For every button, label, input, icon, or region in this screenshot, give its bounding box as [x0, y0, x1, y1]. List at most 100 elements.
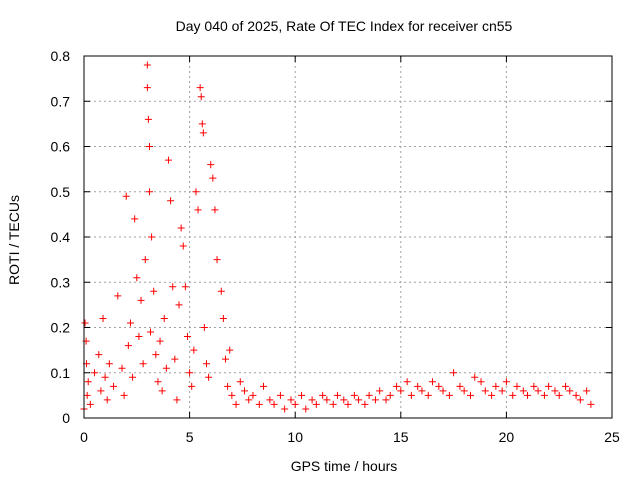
data-point [266, 396, 274, 404]
data-point [207, 161, 215, 169]
data-point [488, 391, 496, 399]
data-point [232, 400, 240, 408]
data-point [249, 391, 257, 399]
data-point [183, 333, 191, 341]
data-point [319, 391, 327, 399]
data-point [197, 93, 205, 101]
data-point [91, 369, 99, 377]
data-point [545, 382, 553, 390]
data-point [196, 84, 204, 92]
data-point [245, 396, 253, 404]
data-point [260, 382, 268, 390]
data-point [312, 400, 320, 408]
data-point [131, 215, 139, 223]
x-tick-label: 20 [499, 429, 515, 445]
data-point [226, 346, 234, 354]
data-point [397, 387, 405, 395]
data-point [137, 296, 145, 304]
data-point [403, 378, 411, 386]
data-point [167, 197, 175, 205]
data-point [241, 387, 249, 395]
data-point [540, 391, 548, 399]
y-tick-label: 0.7 [51, 93, 71, 109]
data-point [350, 391, 358, 399]
data-point [270, 400, 278, 408]
data-point [219, 314, 227, 322]
data-point [566, 387, 574, 395]
x-tick-label: 5 [186, 429, 194, 445]
data-point [361, 400, 369, 408]
data-point [276, 391, 284, 399]
data-point [456, 382, 464, 390]
data-point [99, 314, 107, 322]
data-point [365, 391, 373, 399]
data-point [158, 387, 166, 395]
y-tick-label: 0 [62, 410, 70, 426]
data-point [382, 396, 390, 404]
data-point [124, 342, 132, 350]
data-point [97, 387, 105, 395]
y-tick-labels: 0 0.1 0.2 0.3 0.4 0.5 0.6 0.7 0.8 [51, 48, 71, 426]
data-point [141, 256, 149, 264]
axis-ticks [83, 55, 613, 419]
data-point [175, 301, 183, 309]
x-tick-label: 15 [393, 429, 409, 445]
data-point [186, 369, 194, 377]
data-point [164, 156, 172, 164]
data-point [471, 373, 479, 381]
data-point [509, 391, 517, 399]
data-point [572, 391, 580, 399]
data-point [450, 369, 458, 377]
x-tick-label: 10 [287, 429, 303, 445]
data-point [255, 400, 263, 408]
data-point [145, 143, 153, 150]
data-point [200, 324, 208, 331]
data-point [143, 84, 151, 92]
data-point [376, 387, 384, 395]
data-point [194, 206, 202, 214]
data-point [192, 188, 200, 196]
data-point [513, 382, 521, 390]
x-tick-label: 0 [80, 429, 88, 445]
data-point [428, 378, 436, 386]
data-point [171, 355, 179, 363]
data-point [126, 319, 134, 327]
data-point [477, 378, 485, 386]
y-tick-label: 0.4 [51, 229, 71, 245]
data-point [144, 115, 152, 123]
data-point [418, 387, 426, 395]
data-point [329, 400, 337, 408]
data-point [190, 346, 198, 354]
x-axis-title: GPS time / hours [291, 458, 398, 474]
data-point [199, 129, 207, 137]
data-point [407, 391, 415, 399]
data-point [152, 351, 160, 359]
data-point [551, 387, 559, 395]
data-point [323, 396, 331, 404]
data-point [308, 396, 316, 404]
data-point [492, 382, 500, 390]
data-points [80, 61, 595, 413]
data-point [114, 292, 122, 300]
data-point [154, 378, 162, 386]
data-point [110, 382, 118, 390]
data-point [302, 405, 310, 413]
data-point [344, 400, 352, 408]
data-point [156, 337, 164, 345]
y-tick-label: 0.5 [51, 184, 71, 200]
data-point [118, 364, 126, 372]
x-tick-label: 25 [604, 429, 620, 445]
data-point [181, 283, 189, 291]
data-point [83, 391, 91, 399]
data-point [139, 360, 147, 368]
data-point [587, 400, 595, 408]
data-point [150, 287, 158, 295]
data-point [386, 391, 394, 399]
data-point [371, 396, 379, 404]
data-point [179, 242, 187, 250]
data-point [439, 387, 447, 395]
data-point [162, 364, 170, 372]
data-point [205, 373, 213, 381]
data-point [169, 283, 177, 291]
